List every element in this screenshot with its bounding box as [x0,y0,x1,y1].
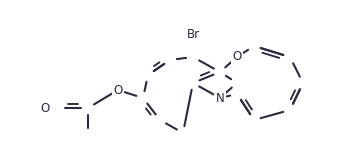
Text: O: O [113,83,123,96]
Text: O: O [233,51,242,63]
Text: N: N [216,92,224,104]
Text: O: O [40,102,50,114]
Text: Br: Br [186,28,200,41]
